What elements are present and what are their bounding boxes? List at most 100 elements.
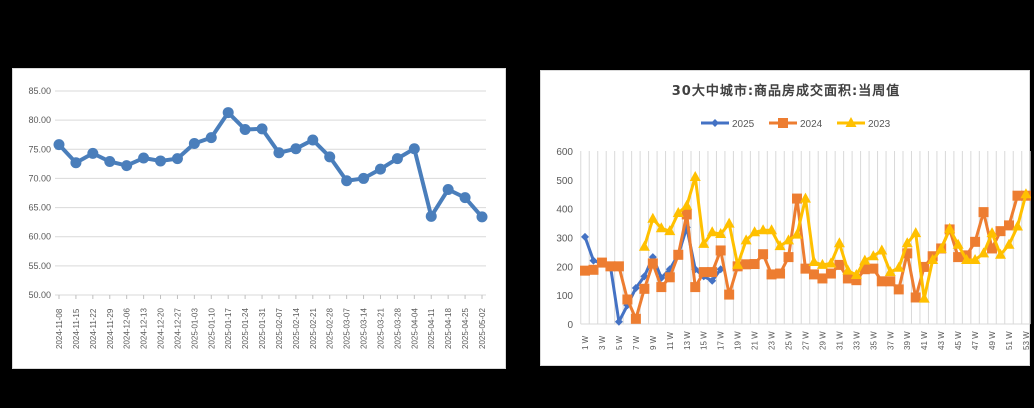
square-marker [987, 243, 998, 254]
x-tick-label: 2024-12-13 [140, 308, 149, 349]
series-line-2023 [642, 175, 1028, 301]
legend-label: 2024 [800, 119, 823, 130]
diamond-marker [581, 232, 589, 241]
triangle-marker [766, 224, 778, 235]
square-marker [808, 269, 819, 280]
y-tick-label: 65.00 [28, 203, 51, 213]
y-tick-label: 300 [556, 234, 573, 245]
square-marker [876, 276, 887, 287]
square-marker [630, 313, 641, 324]
square-marker [995, 226, 1006, 237]
x-tick-label: 2025-03-07 [343, 308, 352, 349]
triangle-marker [681, 199, 693, 210]
triangle-marker [961, 253, 973, 264]
x-tick-label: 11 W [666, 331, 675, 350]
square-marker [859, 264, 870, 275]
data-point-marker [273, 147, 285, 159]
x-tick-label: 7 W [632, 335, 641, 350]
diamond-marker [708, 276, 717, 285]
y-tick-label: 0 [567, 320, 573, 331]
x-tick-label: 2025-02-21 [309, 308, 318, 349]
triangle-marker [706, 226, 718, 237]
triangle-marker [655, 222, 667, 233]
triangle-marker [791, 228, 803, 239]
legend-label: 2025 [732, 119, 755, 130]
data-point-marker [171, 153, 183, 165]
triangle-marker [774, 240, 786, 251]
square-marker [842, 273, 853, 284]
triangle-marker [1011, 220, 1023, 231]
y-tick-label: 500 [556, 176, 573, 187]
triangle-marker [842, 264, 854, 275]
left-chart-canvas: 50.00 55.00 60.00 65.00 70.00 75.00 80.00 85.00… [28, 86, 488, 349]
y-tick-label: 55.00 [28, 261, 51, 271]
data-point-marker [121, 160, 133, 172]
x-tick-label: 41 W [920, 331, 929, 350]
triangle-marker [757, 224, 769, 235]
square-marker [910, 292, 921, 303]
data-point-marker [256, 123, 268, 135]
square-marker [698, 267, 709, 278]
x-tick-label: 2025-01-24 [241, 308, 250, 349]
triangle-marker [1020, 188, 1031, 199]
x-tick-label: 13 W [683, 331, 692, 350]
square-marker [605, 261, 616, 272]
square-marker [749, 259, 760, 270]
x-tick-label: 2025-01-10 [207, 308, 216, 349]
triangle-marker [698, 237, 710, 248]
y-tick-label: 60.00 [28, 232, 51, 242]
x-tick-label: 9 W [649, 335, 658, 350]
data-point-marker [104, 156, 116, 168]
triangle-marker [876, 244, 888, 255]
x-tick-label: 53 W [1022, 331, 1031, 350]
x-tick-label: 1 W [581, 335, 590, 350]
square-marker [1004, 220, 1014, 231]
square-marker [647, 258, 658, 269]
triangle-marker [672, 206, 684, 217]
data-point-marker [341, 175, 353, 187]
x-tick-label: 2025-04-18 [444, 308, 453, 349]
x-tick-label: 2024-11-08 [55, 308, 64, 349]
data-point-marker [155, 155, 167, 167]
legend-square-icon [778, 118, 788, 128]
legend-triangle-icon [845, 117, 857, 127]
square-marker [800, 263, 811, 274]
x-tick-label: 35 W [869, 331, 878, 350]
data-point-marker [188, 137, 200, 149]
x-tick-label: 23 W [768, 331, 777, 350]
square-marker [715, 245, 726, 256]
x-tick-label: 3 W [598, 335, 607, 350]
square-marker [868, 263, 879, 274]
triangle-marker [859, 254, 871, 265]
triangle-marker [647, 212, 659, 223]
triangle-marker [825, 257, 837, 268]
square-marker [766, 269, 777, 280]
x-tick-label: 2024-11-29 [106, 308, 115, 349]
x-tick-label: 2025-02-28 [326, 308, 335, 349]
square-marker [664, 272, 675, 283]
triangle-marker [952, 238, 964, 249]
triangle-marker [638, 240, 650, 251]
data-point-marker [222, 107, 234, 119]
triangle-marker [978, 247, 990, 258]
triangle-marker [969, 253, 981, 264]
square-marker [792, 193, 802, 204]
y-tick-label: 600 [556, 147, 573, 158]
x-tick-label: 43 W [937, 331, 946, 350]
x-tick-label: 21 W [751, 331, 760, 350]
triangle-marker [884, 266, 896, 277]
data-point-marker [70, 157, 82, 169]
x-tick-label: 51 W [1005, 331, 1014, 350]
x-tick-label: 2025-01-31 [258, 308, 267, 349]
data-point-marker [138, 152, 150, 164]
x-tick-label: 2025-04-11 [427, 308, 436, 349]
triangle-marker [715, 228, 727, 239]
data-point-marker [290, 143, 302, 155]
y-tick-label: 100 [556, 291, 573, 302]
x-tick-label: 15 W [700, 331, 709, 350]
square-marker [656, 282, 667, 293]
x-tick-label: 19 W [734, 331, 743, 350]
x-tick-label: 2025-01-03 [190, 308, 199, 349]
triangle-marker [799, 192, 811, 203]
y-tick-label: 400 [556, 205, 573, 216]
